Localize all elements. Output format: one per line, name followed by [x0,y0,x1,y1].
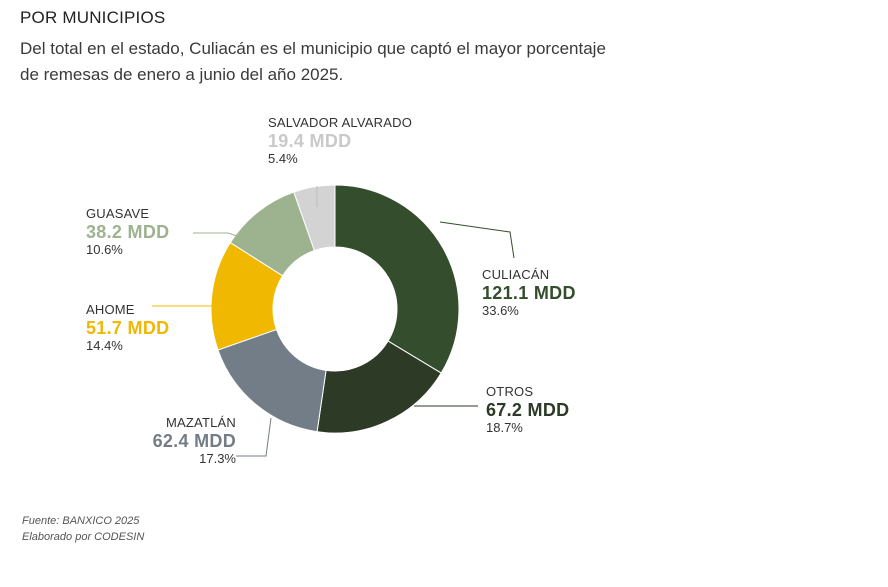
page-subtitle: Del total en el estado, Culiacán es el m… [20,39,606,84]
slice-percent: 18.7% [486,419,523,435]
credit-note: Elaborado por CODESIN [22,531,145,543]
slice-value: 19.4 MDD [268,130,352,151]
slice-name: GUASAVE [86,206,150,221]
label-guasave: GUASAVE 38.2 MDD 10.6% [86,206,170,258]
slice-name: CULIACÁN [482,267,550,282]
leader-guasave [193,232,241,238]
slice-value: 121.1 MDD [482,282,576,303]
leader-culiacan [439,221,515,259]
slice-value: 62.4 MDD [152,430,236,451]
label-culiacan: CULIACÁN 121.1 MDD 33.6% [482,267,576,319]
slice-name: MAZATLÁN [166,415,236,430]
label-mazatlan: MAZATLÁN 62.4 MDD 17.3% [120,415,236,467]
slice-salvador-alvarado [293,184,336,252]
slice-value: 51.7 MDD [86,317,170,338]
slice-name: OTROS [486,384,534,399]
source-note: Fuente: BANXICO 2025 [22,515,140,527]
slice-name: AHOME [86,302,135,317]
slice-name: SALVADOR ALVARADO [268,115,413,130]
slice-percent: 14.4% [86,337,123,353]
slice-percent: 33.6% [482,302,519,318]
label-otros: OTROS 67.2 MDD 18.7% [486,384,570,436]
slice-value: 67.2 MDD [486,399,570,420]
slice-culiacán [334,184,460,374]
page-title: POR MUNICIPIOS [20,8,166,27]
slice-percent: 5.4% [268,150,298,166]
slice-percent: 17.3% [199,450,236,466]
slice-value: 38.2 MDD [86,221,170,242]
label-salvador-alvarado: SALVADOR ALVARADO 19.4 MDD 5.4% [268,115,413,167]
label-ahome: AHOME 51.7 MDD 14.4% [86,302,170,354]
slice-percent: 10.6% [86,241,123,257]
leader-mazatlan [236,417,272,457]
